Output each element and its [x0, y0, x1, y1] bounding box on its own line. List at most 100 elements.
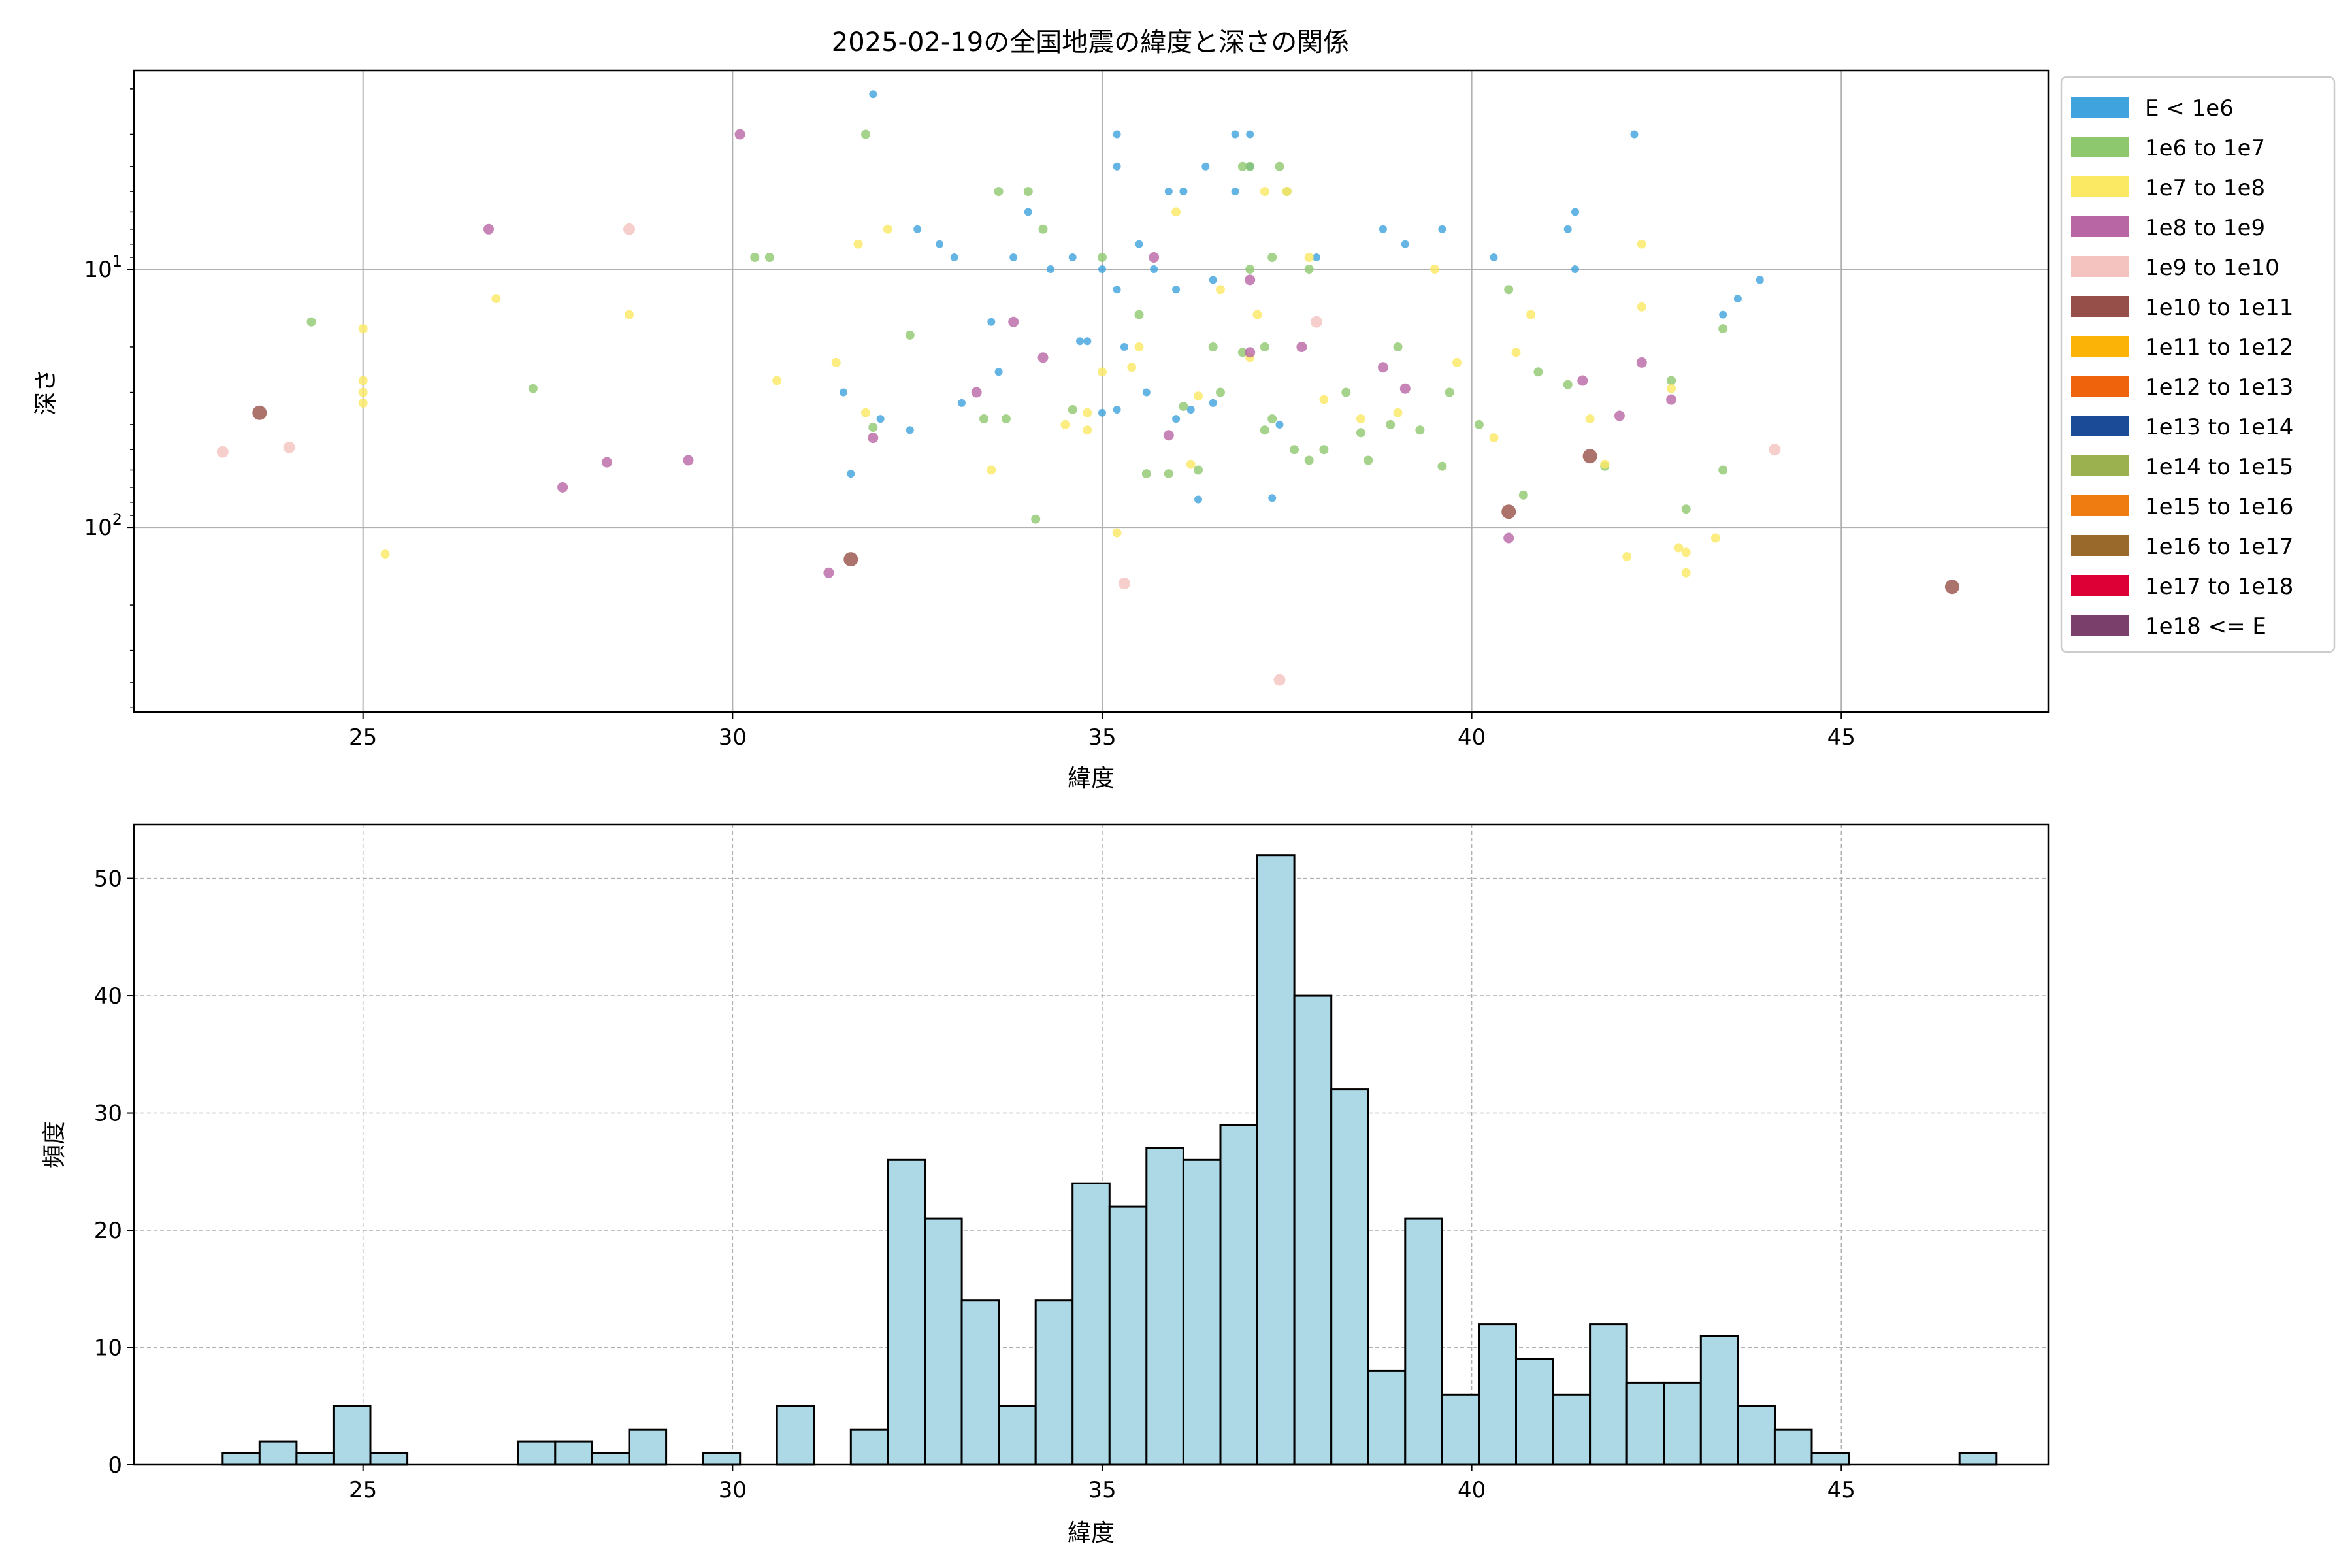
scatter-point: [1245, 161, 1255, 171]
scatter-point: [1260, 342, 1269, 351]
scatter-point: [1237, 348, 1247, 357]
scatter-point: [1260, 425, 1269, 435]
legend: E < 1e6 1e6 to 1e7 1e7 to 1e8 1e8 to 1e9 1e9…: [2060, 76, 2336, 653]
histogram-bar: [1589, 1323, 1628, 1466]
scatter-point: [734, 129, 745, 140]
scatter-point: [1600, 459, 1610, 469]
scatter-point: [1068, 253, 1077, 261]
scatter-point: [1245, 265, 1255, 274]
scatter-point: [1194, 391, 1203, 401]
scatter-point: [764, 253, 774, 262]
scatter-point: [1526, 310, 1536, 319]
scatter-point: [1622, 552, 1632, 562]
scatter-plot-background: [134, 71, 2048, 712]
histogram-bar: [702, 1452, 742, 1466]
scatter-point: [1399, 383, 1411, 394]
scatter-point: [750, 253, 760, 262]
scatter-point: [1282, 187, 1292, 197]
histogram-bar: [1515, 1358, 1554, 1466]
scatter-point: [1571, 208, 1579, 216]
scatter-point: [1393, 342, 1403, 351]
legend-swatch: [2071, 137, 2129, 157]
scatter-point: [1179, 402, 1188, 411]
scatter-point: [905, 330, 915, 340]
scatter-point: [1038, 224, 1048, 234]
scatter-point: [1718, 324, 1728, 334]
histogram-bar: [1293, 994, 1333, 1466]
histogram-bar: [295, 1452, 335, 1466]
scatter-point: [1511, 348, 1521, 357]
histogram-x-tick-label: 25: [349, 1477, 377, 1503]
scatter-point: [913, 225, 922, 233]
legend-swatch: [2071, 256, 2129, 277]
scatter-point: [358, 376, 368, 385]
histogram-bar: [1478, 1323, 1517, 1466]
scatter-point: [868, 433, 879, 444]
scatter-point: [1503, 532, 1514, 544]
scatter-point: [358, 324, 368, 334]
histogram-bar: [1699, 1335, 1739, 1466]
scatter-point: [1120, 343, 1128, 351]
scatter-point: [683, 455, 694, 466]
legend-swatch: [2071, 495, 2129, 516]
scatter-point: [1769, 444, 1781, 456]
scatter-point: [1666, 394, 1677, 405]
scatter-point: [823, 567, 834, 578]
scatter-point: [1112, 528, 1122, 538]
scatter-point: [1275, 161, 1284, 171]
legend-item: 1e6 to 1e7: [2071, 135, 2265, 161]
scatter-point: [1756, 276, 1764, 284]
histogram-bar: [924, 1217, 963, 1466]
legend-label: 1e12 to 1e13: [2145, 374, 2293, 400]
legend-label: 1e8 to 1e9: [2145, 215, 2265, 241]
scatter-point: [1231, 188, 1239, 196]
scatter-point: [1571, 265, 1579, 273]
scatter-point: [1415, 425, 1425, 435]
legend-label: 1e14 to 1e15: [2145, 454, 2293, 480]
scatter-point: [1231, 130, 1239, 139]
histogram-ticks: 25 30 35 40 45 0 10 20 30 40 50: [94, 866, 1855, 1503]
legend-item: 1e8 to 1e9: [2071, 215, 2265, 241]
scatter-point: [1060, 419, 1070, 429]
legend-swatch: [2071, 336, 2129, 357]
scatter-point: [358, 387, 368, 397]
scatter-point: [1582, 449, 1597, 464]
scatter-x-tick-label: 25: [349, 725, 377, 751]
scatter-point: [625, 310, 634, 319]
histogram-bar: [258, 1440, 298, 1466]
scatter-point: [1164, 188, 1173, 196]
histogram-bars: [221, 854, 1998, 1466]
legend-item: 1e10 to 1e11: [2071, 295, 2293, 321]
legend-label: 1e13 to 1e14: [2145, 414, 2293, 440]
histogram-y-tick-label: 30: [94, 1101, 122, 1127]
scatter-x-tick-label: 30: [719, 725, 747, 751]
scatter-point: [1614, 410, 1625, 421]
legend-item: 1e18 <= E: [2071, 613, 2266, 640]
scatter-point: [1141, 469, 1151, 479]
scatter-point: [491, 294, 501, 304]
scatter-point: [1098, 367, 1107, 377]
scatter-point: [1518, 490, 1528, 500]
scatter-point: [1245, 274, 1256, 286]
scatter-point: [1733, 295, 1742, 303]
scatter-point: [1379, 225, 1387, 233]
scatter-point: [1245, 347, 1256, 358]
scatter-point: [1209, 276, 1217, 284]
legend-swatch: [2071, 575, 2129, 596]
scatter-grid: [134, 71, 2048, 712]
legend-swatch: [2071, 296, 2129, 317]
scatter-point: [1452, 357, 1462, 367]
legend-item: 1e11 to 1e12: [2071, 335, 2293, 361]
scatter-point: [1194, 465, 1203, 475]
histogram-bar: [776, 1405, 815, 1466]
scatter-point: [1489, 433, 1499, 443]
scatter-point: [1504, 285, 1514, 295]
scatter-point: [861, 129, 870, 139]
scatter-point: [1681, 504, 1691, 514]
histogram-frame: [133, 823, 2050, 1466]
scatter-point: [1008, 316, 1019, 327]
scatter-point: [840, 388, 847, 397]
histogram-bar: [1663, 1381, 1702, 1466]
histogram-bar: [369, 1452, 409, 1466]
